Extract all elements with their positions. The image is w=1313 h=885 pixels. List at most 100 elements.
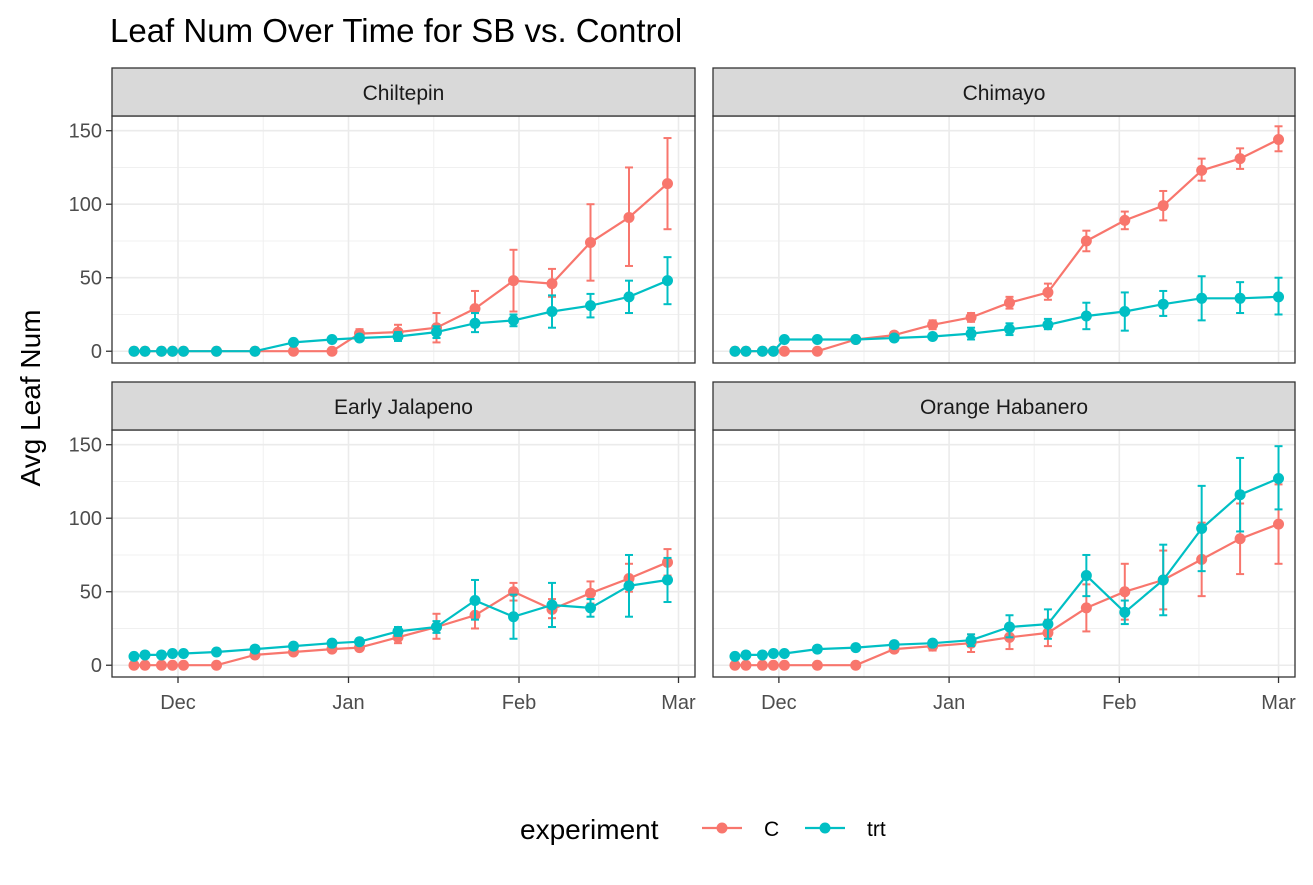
data-point-trt: [927, 637, 939, 649]
data-point-trt: [756, 345, 768, 357]
data-point-trt: [288, 336, 299, 348]
data-point-trt: [326, 333, 338, 345]
data-point-trt: [767, 647, 779, 659]
data-point-trt: [178, 647, 189, 659]
legend-entry-c: C: [702, 818, 779, 841]
data-point-c: [778, 345, 790, 357]
x-tick-label: Jan: [933, 692, 965, 714]
data-point-c: [965, 311, 977, 323]
data-point-c: [740, 659, 752, 671]
legend-key-point: [716, 822, 728, 834]
data-point-trt: [1042, 319, 1054, 331]
data-point-trt: [156, 345, 167, 357]
data-point-c: [1042, 286, 1054, 298]
data-point-c: [1273, 134, 1285, 146]
y-tick-label: 50: [80, 268, 102, 290]
facet-early-jalapeno: Early Jalapeno 0 50 100 150 Dec Jan Feb Mar: [69, 381, 696, 714]
data-point-trt: [1003, 323, 1015, 335]
data-point-trt: [811, 643, 823, 655]
data-point-trt: [1157, 574, 1169, 586]
data-point-trt: [778, 333, 790, 345]
data-point-trt: [927, 331, 939, 343]
data-point-c: [662, 178, 673, 190]
data-point-c: [156, 659, 167, 671]
data-point-trt: [249, 345, 261, 357]
data-point-trt: [585, 602, 596, 614]
data-point-c: [623, 211, 635, 223]
data-point-trt: [850, 642, 862, 654]
data-point-trt: [211, 646, 222, 658]
legend-key-point: [819, 822, 831, 834]
y-axis-label: Avg Leaf Num: [15, 310, 46, 487]
data-point-c: [178, 659, 189, 671]
data-point-c: [585, 587, 596, 599]
data-point-c: [546, 278, 558, 290]
panel-background: [112, 430, 695, 677]
chart-title: Leaf Num Over Time for SB vs. Control: [110, 12, 682, 49]
data-point-trt: [1196, 523, 1208, 535]
facet-strip-label: Chimayo: [963, 82, 1046, 105]
data-point-trt: [167, 647, 178, 659]
facet-strip: [712, 381, 1296, 431]
x-tick-label: Dec: [160, 692, 196, 714]
data-point-trt: [729, 345, 741, 357]
data-point-c: [139, 659, 151, 671]
data-point-trt: [888, 639, 900, 651]
data-point-trt: [965, 634, 977, 646]
data-point-trt: [1196, 292, 1208, 304]
facet-chiltepin: Chiltepin 0 50 100 150: [69, 67, 696, 364]
data-point-trt: [729, 650, 741, 662]
data-point-c: [1080, 235, 1092, 247]
data-point-c: [211, 659, 222, 671]
data-point-trt: [139, 649, 151, 661]
data-point-c: [1003, 297, 1015, 309]
data-point-c: [1234, 153, 1246, 165]
data-point-trt: [392, 331, 404, 343]
data-point-trt: [167, 345, 178, 357]
data-point-trt: [740, 345, 752, 357]
data-point-trt: [1119, 306, 1131, 318]
data-point-trt: [128, 345, 140, 357]
data-point-c: [585, 236, 596, 248]
legend-title: experiment: [520, 814, 659, 845]
x-tick-label: Feb: [1102, 692, 1136, 714]
facet-strip-label: Orange Habanero: [920, 396, 1088, 419]
data-point-trt: [778, 647, 790, 659]
data-point-c: [850, 659, 862, 671]
data-point-trt: [1273, 291, 1285, 303]
data-point-c: [729, 659, 741, 671]
data-point-c: [767, 659, 779, 671]
data-point-c: [326, 345, 338, 357]
data-point-trt: [1080, 310, 1092, 322]
y-tick-label: 0: [91, 341, 102, 363]
y-tick-label: 150: [69, 435, 102, 457]
data-point-c: [508, 275, 519, 287]
data-point-trt: [623, 580, 635, 592]
data-point-trt: [1119, 606, 1131, 618]
data-point-trt: [662, 275, 673, 287]
data-point-trt: [139, 345, 151, 357]
data-point-trt: [1003, 621, 1015, 633]
data-point-trt: [431, 621, 442, 633]
data-point-trt: [1273, 473, 1285, 485]
data-point-trt: [662, 574, 673, 586]
data-point-c: [1234, 533, 1246, 545]
facet-chimayo: Chimayo: [712, 67, 1296, 364]
data-point-trt: [508, 314, 519, 326]
x-tick-label: Dec: [761, 692, 797, 714]
y-tick-label: 100: [69, 508, 102, 530]
data-point-trt: [756, 649, 768, 661]
legend-entry-trt: trt: [805, 818, 886, 841]
data-point-trt: [585, 300, 596, 312]
data-point-c: [1080, 602, 1092, 614]
facet-strip: [712, 67, 1296, 117]
data-point-trt: [546, 306, 558, 318]
data-point-c: [288, 345, 299, 357]
data-point-trt: [469, 317, 481, 329]
facet-panels: Chiltepin 0 50 100 150 Chimayo Early Jalapeno 0…: [69, 67, 1296, 714]
legend-label: trt: [867, 818, 886, 841]
data-point-c: [128, 659, 140, 671]
x-tick-label: Mar: [661, 692, 696, 714]
data-point-trt: [850, 333, 862, 345]
data-point-trt: [156, 649, 167, 661]
